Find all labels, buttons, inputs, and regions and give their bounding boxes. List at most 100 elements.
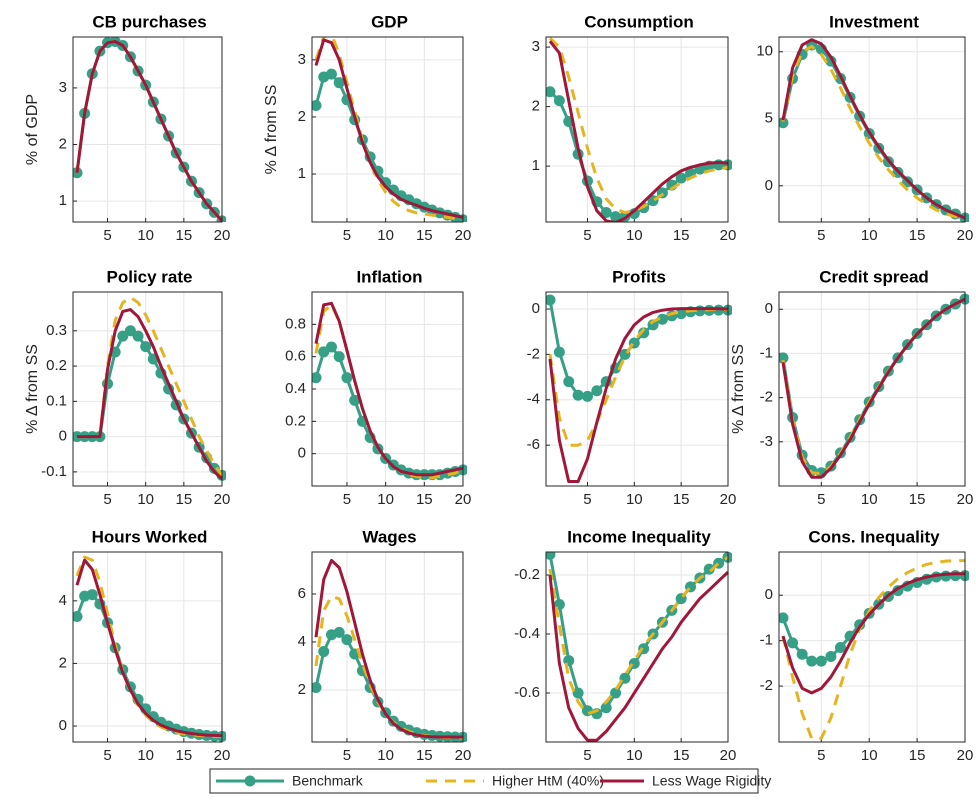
series-marker: [349, 394, 361, 406]
y-tick-label: -4: [527, 391, 540, 408]
panel-title: Wages: [362, 527, 416, 546]
plot-area: [546, 37, 732, 222]
series-marker: [806, 655, 818, 667]
legend-marker: [244, 775, 256, 787]
y-tick-label: 0.6: [285, 348, 306, 365]
y-tick-label: 3: [298, 51, 306, 68]
x-tick-label: 20: [214, 227, 231, 244]
series-line: [548, 308, 728, 447]
series-marker: [117, 330, 129, 342]
axes-box: [72, 551, 223, 743]
x-tick-label: 10: [861, 491, 878, 508]
x-tick-label: 5: [583, 491, 591, 508]
y-tick-label: 0: [59, 428, 67, 445]
series-marker: [779, 352, 789, 364]
panel-title: Consumption: [584, 12, 694, 31]
y-tick-label: 0: [765, 586, 773, 603]
plot-area: [546, 552, 732, 742]
plot-area: [73, 295, 226, 481]
series-line: [548, 556, 729, 716]
y-tick-label: 1: [298, 165, 306, 182]
plot-area: [779, 559, 969, 740]
legend-label: Higher HtM (40%): [492, 773, 604, 789]
panel-title: GDP: [371, 12, 408, 31]
y-tick-label: -0.4: [514, 625, 540, 642]
series-marker: [656, 313, 668, 325]
series-line: [314, 72, 464, 222]
y-tick-label: 4: [298, 633, 306, 650]
plot-area: [73, 555, 226, 742]
y-tick-label: 3: [59, 79, 67, 96]
legend-label: Benchmark: [292, 773, 364, 789]
series-marker: [325, 341, 337, 353]
series-marker: [779, 612, 789, 624]
x-tick-label: 10: [626, 227, 643, 244]
series-marker: [341, 372, 353, 384]
y-tick-label: -0.2: [514, 566, 540, 583]
y-tick-label: -6: [527, 436, 540, 453]
y-tick-label: 0: [59, 717, 67, 734]
panel-title: Investment: [829, 12, 919, 31]
series-marker: [312, 682, 322, 694]
plot-area: [312, 558, 467, 742]
series-marker: [825, 651, 837, 663]
series-marker: [546, 86, 556, 98]
y-tick-label: 1: [59, 192, 67, 209]
y-tick-label: 0: [298, 445, 306, 462]
series-marker: [312, 372, 322, 384]
series-marker: [675, 308, 687, 320]
series-line: [314, 38, 464, 219]
series-line: [548, 571, 730, 742]
panel-title: Inflation: [356, 267, 422, 286]
series-marker: [591, 385, 603, 397]
plot-area: [73, 37, 226, 222]
x-tick-label: 20: [957, 747, 974, 764]
x-tick-label: 15: [416, 747, 433, 764]
panel-title: Credit spread: [819, 267, 929, 286]
plot-area: [312, 37, 467, 222]
series-marker: [333, 77, 345, 89]
y-tick-label: 1: [532, 157, 540, 174]
y-tick-label: -2: [527, 345, 540, 362]
series-marker: [600, 702, 612, 714]
series-marker: [312, 100, 322, 112]
x-tick-label: 5: [343, 747, 351, 764]
series-marker: [140, 341, 152, 353]
axes-box: [311, 36, 464, 223]
plot-area: [546, 294, 732, 483]
y-tick-label: 2: [59, 654, 67, 671]
series-line: [314, 301, 464, 477]
panel-title: Cons. Inequality: [808, 527, 940, 546]
series-line: [77, 308, 224, 481]
x-tick-label: 10: [377, 227, 394, 244]
series-line: [314, 37, 464, 222]
y-tick-label: -0.6: [514, 684, 540, 701]
x-tick-label: 15: [416, 491, 433, 508]
series-marker: [553, 346, 565, 358]
panel-title: Policy rate: [107, 267, 193, 286]
y-tick-label: 0.4: [285, 380, 306, 397]
series-line: [781, 297, 966, 476]
series-line: [781, 44, 966, 221]
x-tick-label: 15: [909, 747, 926, 764]
x-tick-label: 15: [909, 491, 926, 508]
x-tick-label: 20: [720, 491, 737, 508]
legend-label: Less Wage Rigidity: [652, 773, 771, 789]
y-tick-label: 0.2: [285, 412, 306, 429]
x-tick-label: 20: [720, 747, 737, 764]
y-tick-label: -0.1: [41, 463, 67, 480]
y-axis-label: % Δ from SS: [263, 85, 280, 175]
x-tick-label: 5: [583, 227, 591, 244]
x-tick-label: 5: [817, 747, 825, 764]
y-tick-label: 5: [765, 110, 773, 127]
series-marker: [834, 641, 846, 653]
x-tick-label: 10: [137, 491, 154, 508]
series-line: [314, 558, 463, 739]
y-tick-label: 0.2: [46, 357, 67, 374]
x-tick-label: 5: [343, 227, 351, 244]
x-tick-label: 10: [137, 227, 154, 244]
y-tick-label: -1: [760, 632, 773, 649]
x-tick-label: 5: [343, 491, 351, 508]
x-tick-label: 15: [175, 491, 192, 508]
